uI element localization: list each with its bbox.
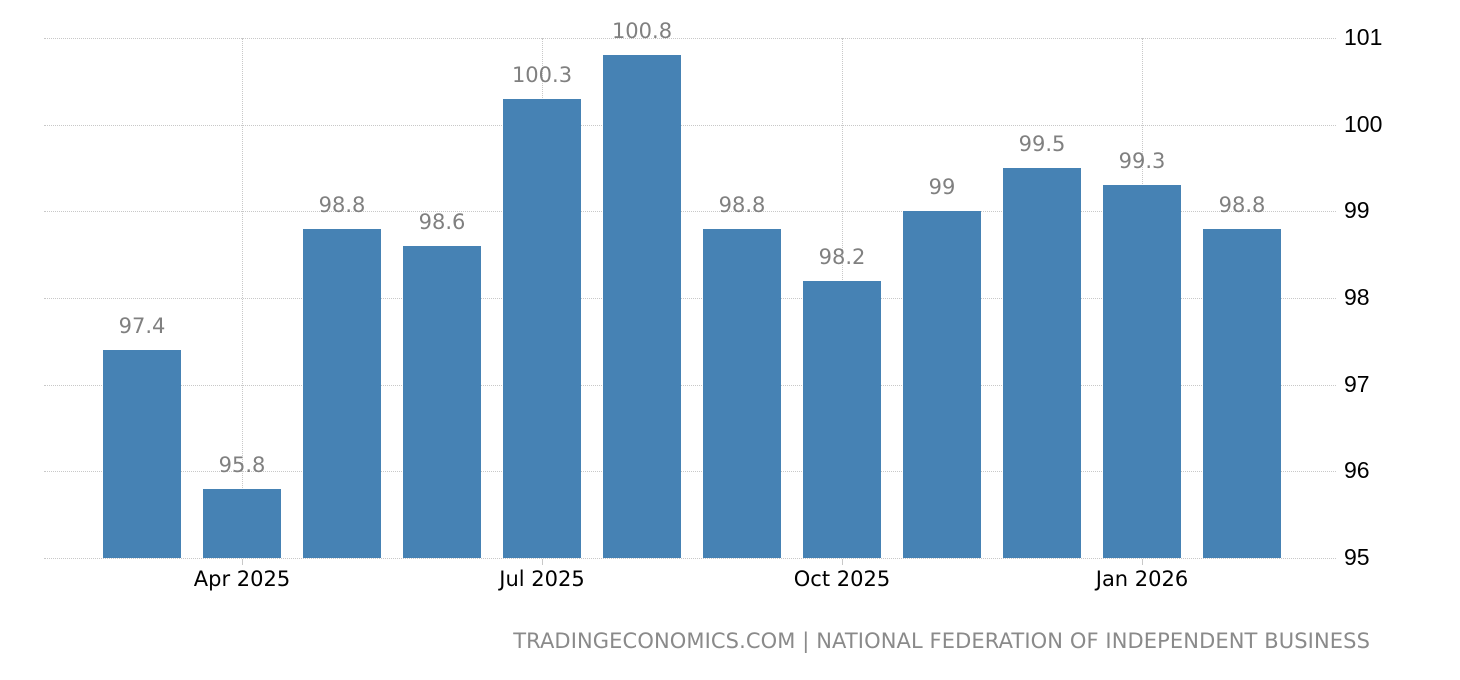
bar-value-label: 99.3 — [1118, 149, 1166, 174]
bar-value-label: 98.8 — [1218, 192, 1266, 217]
h-gridline — [44, 211, 1336, 213]
bar-oct-2025[interactable] — [803, 280, 881, 558]
h-gridline — [44, 471, 1336, 473]
bar-may-2025[interactable] — [303, 228, 381, 558]
bar-value-label: 98.6 — [418, 210, 466, 234]
y-tick-label: 95 — [1344, 544, 1370, 570]
bar-mar-2025[interactable] — [103, 350, 181, 558]
x-tick-label: Jan 2026 — [1095, 567, 1189, 591]
bar-value-label: 98.2 — [818, 244, 866, 269]
x-tick-label: Oct 2025 — [793, 567, 891, 591]
h-gridline — [44, 298, 1336, 299]
bar-nov-2025[interactable] — [903, 211, 981, 558]
bar-aug-2025[interactable] — [603, 55, 681, 558]
bar-feb-2026[interactable] — [1203, 228, 1281, 558]
bar-value-label: 95.8 — [218, 452, 266, 477]
h-gridline — [44, 558, 1336, 559]
y-tick-label: 97 — [1344, 370, 1370, 397]
y-tick-label: 100 — [1344, 110, 1383, 137]
h-gridline — [44, 384, 1336, 386]
v-gridline — [242, 38, 243, 558]
bar-value-label: 100.8 — [611, 19, 673, 44]
bar-value-label: 97.4 — [118, 314, 166, 338]
y-tick-label: 101 — [1344, 24, 1383, 50]
x-tick-mark — [842, 559, 843, 565]
bar-jun-2025[interactable] — [403, 246, 481, 558]
bar-value-label: 98.8 — [718, 192, 766, 217]
bar-apr-2025[interactable] — [203, 488, 281, 558]
x-tick-label: Apr 2025 — [193, 567, 291, 591]
bar-dec-2025[interactable] — [1003, 168, 1081, 558]
bar-jul-2025[interactable] — [503, 98, 581, 558]
x-tick-mark — [242, 559, 243, 565]
y-tick-label: 99 — [1344, 197, 1370, 224]
x-tick-label: Jul 2025 — [499, 567, 585, 591]
y-tick-label: 96 — [1344, 457, 1370, 484]
h-gridline — [44, 124, 1336, 126]
bar-value-label: 100.3 — [511, 62, 573, 87]
x-tick-mark — [542, 559, 543, 565]
x-tick-mark — [1142, 559, 1143, 565]
y-tick-label: 98 — [1344, 284, 1370, 310]
bar-sep-2025[interactable] — [703, 228, 781, 558]
bar-value-label: 99.5 — [1018, 132, 1066, 156]
bar-jan-2026[interactable] — [1103, 185, 1181, 558]
bar-value-label: 98.8 — [318, 192, 366, 217]
bar-value-label: 99 — [928, 175, 956, 200]
h-gridline — [44, 38, 1336, 39]
source-footer: TRADINGECONOMICS.COM | NATIONAL FEDERATI… — [513, 629, 1370, 653]
